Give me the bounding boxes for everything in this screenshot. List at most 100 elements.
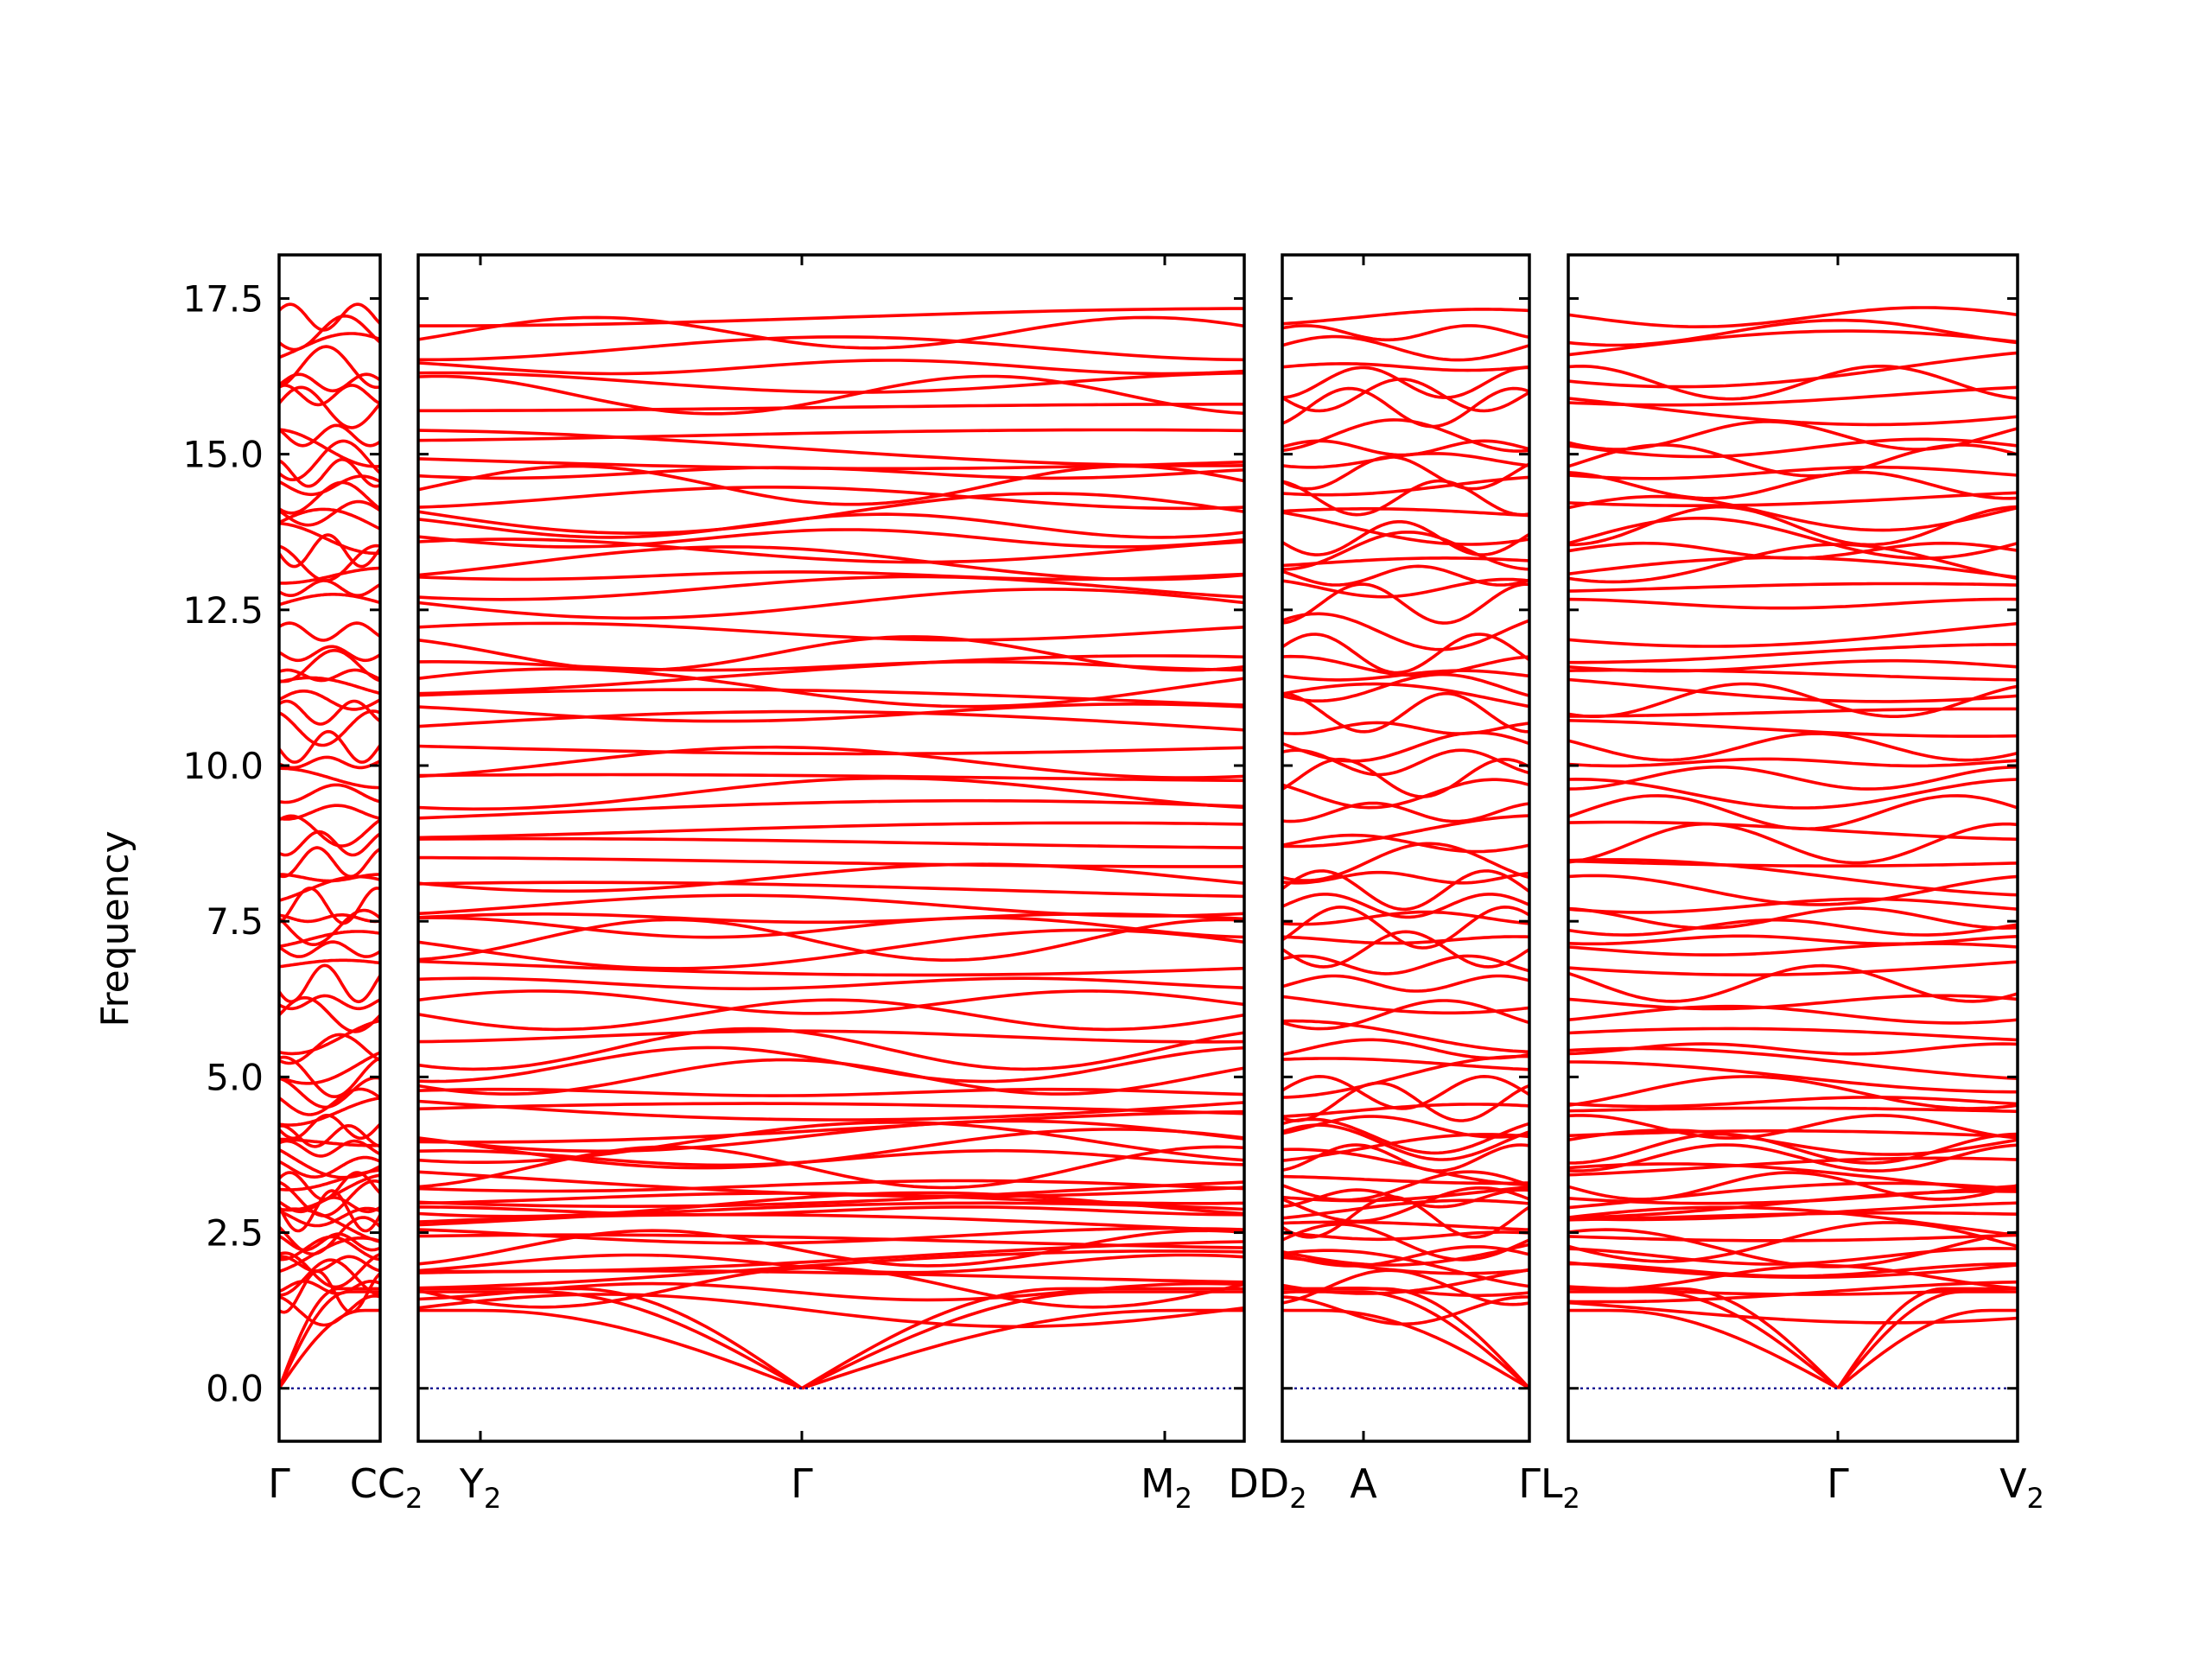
band-line bbox=[1568, 543, 2018, 584]
band-line bbox=[279, 1137, 380, 1147]
band-line bbox=[1568, 582, 2018, 593]
band-line bbox=[1282, 833, 1529, 854]
acoustic-branch-line bbox=[279, 1308, 380, 1389]
band-line bbox=[279, 1139, 380, 1158]
band-line bbox=[1568, 1171, 2018, 1201]
band-line bbox=[1568, 963, 2018, 1003]
band-line bbox=[1282, 1243, 1529, 1267]
ticks-layer bbox=[277, 255, 2019, 1441]
band-line bbox=[1568, 732, 2018, 762]
band-line bbox=[1568, 794, 2018, 830]
band-line bbox=[418, 1226, 1244, 1245]
band-line bbox=[1282, 531, 1529, 571]
band-line bbox=[418, 403, 1244, 413]
band-line bbox=[418, 374, 1244, 416]
acoustic-branch-line bbox=[418, 1308, 803, 1390]
band-line bbox=[1568, 491, 2018, 507]
band-line bbox=[1568, 437, 2018, 459]
band-line bbox=[1568, 778, 2018, 810]
band-line bbox=[1282, 691, 1529, 734]
band-line bbox=[279, 648, 380, 683]
band-line bbox=[418, 1102, 1244, 1116]
acoustic-branch-line bbox=[1282, 1290, 1529, 1390]
band-line bbox=[418, 916, 1244, 939]
band-line bbox=[418, 528, 1244, 549]
band-line bbox=[279, 783, 380, 804]
band-line bbox=[1568, 1128, 2018, 1156]
x-tick-label-main: A bbox=[1350, 1460, 1377, 1507]
band-line bbox=[1568, 859, 2018, 868]
x-tick-label-subscript: 2 bbox=[1175, 1482, 1192, 1515]
x-tick-label: Y2 bbox=[459, 1460, 501, 1515]
band-line bbox=[418, 1293, 1244, 1329]
band-line bbox=[279, 480, 380, 515]
band-line bbox=[418, 1046, 1244, 1084]
x-tick-label-main: DD bbox=[1228, 1460, 1289, 1507]
band-line bbox=[279, 1051, 380, 1085]
band-line bbox=[1568, 658, 2018, 673]
band-line bbox=[1568, 1201, 2018, 1222]
band-line bbox=[279, 1076, 380, 1109]
band-line bbox=[418, 928, 1244, 970]
band-line bbox=[418, 1027, 1244, 1071]
x-tick-label: Γ bbox=[791, 1460, 813, 1507]
band-line bbox=[1568, 1162, 2018, 1193]
band-line bbox=[1568, 556, 2018, 579]
band-line bbox=[418, 893, 1244, 918]
band-line bbox=[1282, 654, 1529, 677]
band-line bbox=[1568, 597, 2018, 610]
band-line bbox=[418, 821, 1244, 840]
band-line bbox=[418, 1121, 1244, 1164]
y-tick-label: 10.0 bbox=[182, 745, 264, 787]
band-line bbox=[1568, 1184, 2018, 1205]
band-line bbox=[279, 1096, 380, 1127]
band-line bbox=[279, 499, 380, 527]
y-tick-label: 15.0 bbox=[182, 434, 264, 476]
band-line bbox=[1568, 1228, 2018, 1268]
band-line bbox=[1568, 1106, 2018, 1114]
band-line bbox=[1568, 517, 2018, 560]
x-tick-label-main: Γ bbox=[791, 1460, 813, 1507]
band-line bbox=[1282, 418, 1529, 453]
band-line bbox=[1282, 1186, 1529, 1224]
panel-4-bands bbox=[1568, 306, 2018, 1390]
acoustic-branch-line bbox=[1282, 1287, 1529, 1389]
band-line bbox=[1282, 1223, 1529, 1262]
band-line bbox=[1282, 995, 1529, 1015]
band-line bbox=[418, 429, 1244, 467]
band-line bbox=[1282, 1103, 1529, 1118]
band-line bbox=[1568, 942, 2018, 957]
x-tick-label-main: Γ bbox=[1827, 1460, 1849, 1507]
band-line bbox=[1282, 1174, 1529, 1185]
band-line bbox=[1282, 731, 1529, 763]
x-tick-label-subscript: 2 bbox=[2027, 1482, 2044, 1515]
band-line bbox=[1282, 334, 1529, 362]
band-line bbox=[1568, 960, 2018, 977]
band-line bbox=[279, 593, 380, 607]
band-line bbox=[1568, 1004, 2018, 1025]
band-line bbox=[1568, 858, 2018, 897]
acoustic-branch-line bbox=[1836, 1308, 2018, 1390]
band-line bbox=[279, 1255, 380, 1273]
x-tick-label-main: CC bbox=[350, 1460, 405, 1507]
band-line bbox=[418, 1119, 1244, 1154]
band-lines-layer bbox=[279, 302, 2018, 1390]
acoustic-branch-line bbox=[279, 1290, 380, 1389]
band-line bbox=[279, 1189, 380, 1233]
band-line bbox=[279, 566, 380, 585]
band-line bbox=[418, 1109, 1244, 1144]
band-line bbox=[1282, 1245, 1529, 1268]
band-line bbox=[1282, 906, 1529, 950]
panel-2-bands bbox=[418, 307, 1244, 1390]
band-line bbox=[279, 1033, 380, 1065]
band-line bbox=[279, 1206, 380, 1228]
band-line bbox=[418, 335, 1244, 362]
y-tick-label: 0.0 bbox=[206, 1368, 264, 1410]
band-line bbox=[418, 1205, 1244, 1217]
acoustic-branch-line bbox=[1568, 1287, 1840, 1389]
band-line bbox=[1282, 1185, 1529, 1203]
band-line bbox=[1282, 801, 1529, 823]
band-line bbox=[1568, 1042, 2018, 1056]
band-line bbox=[279, 913, 380, 924]
band-line bbox=[279, 645, 380, 663]
